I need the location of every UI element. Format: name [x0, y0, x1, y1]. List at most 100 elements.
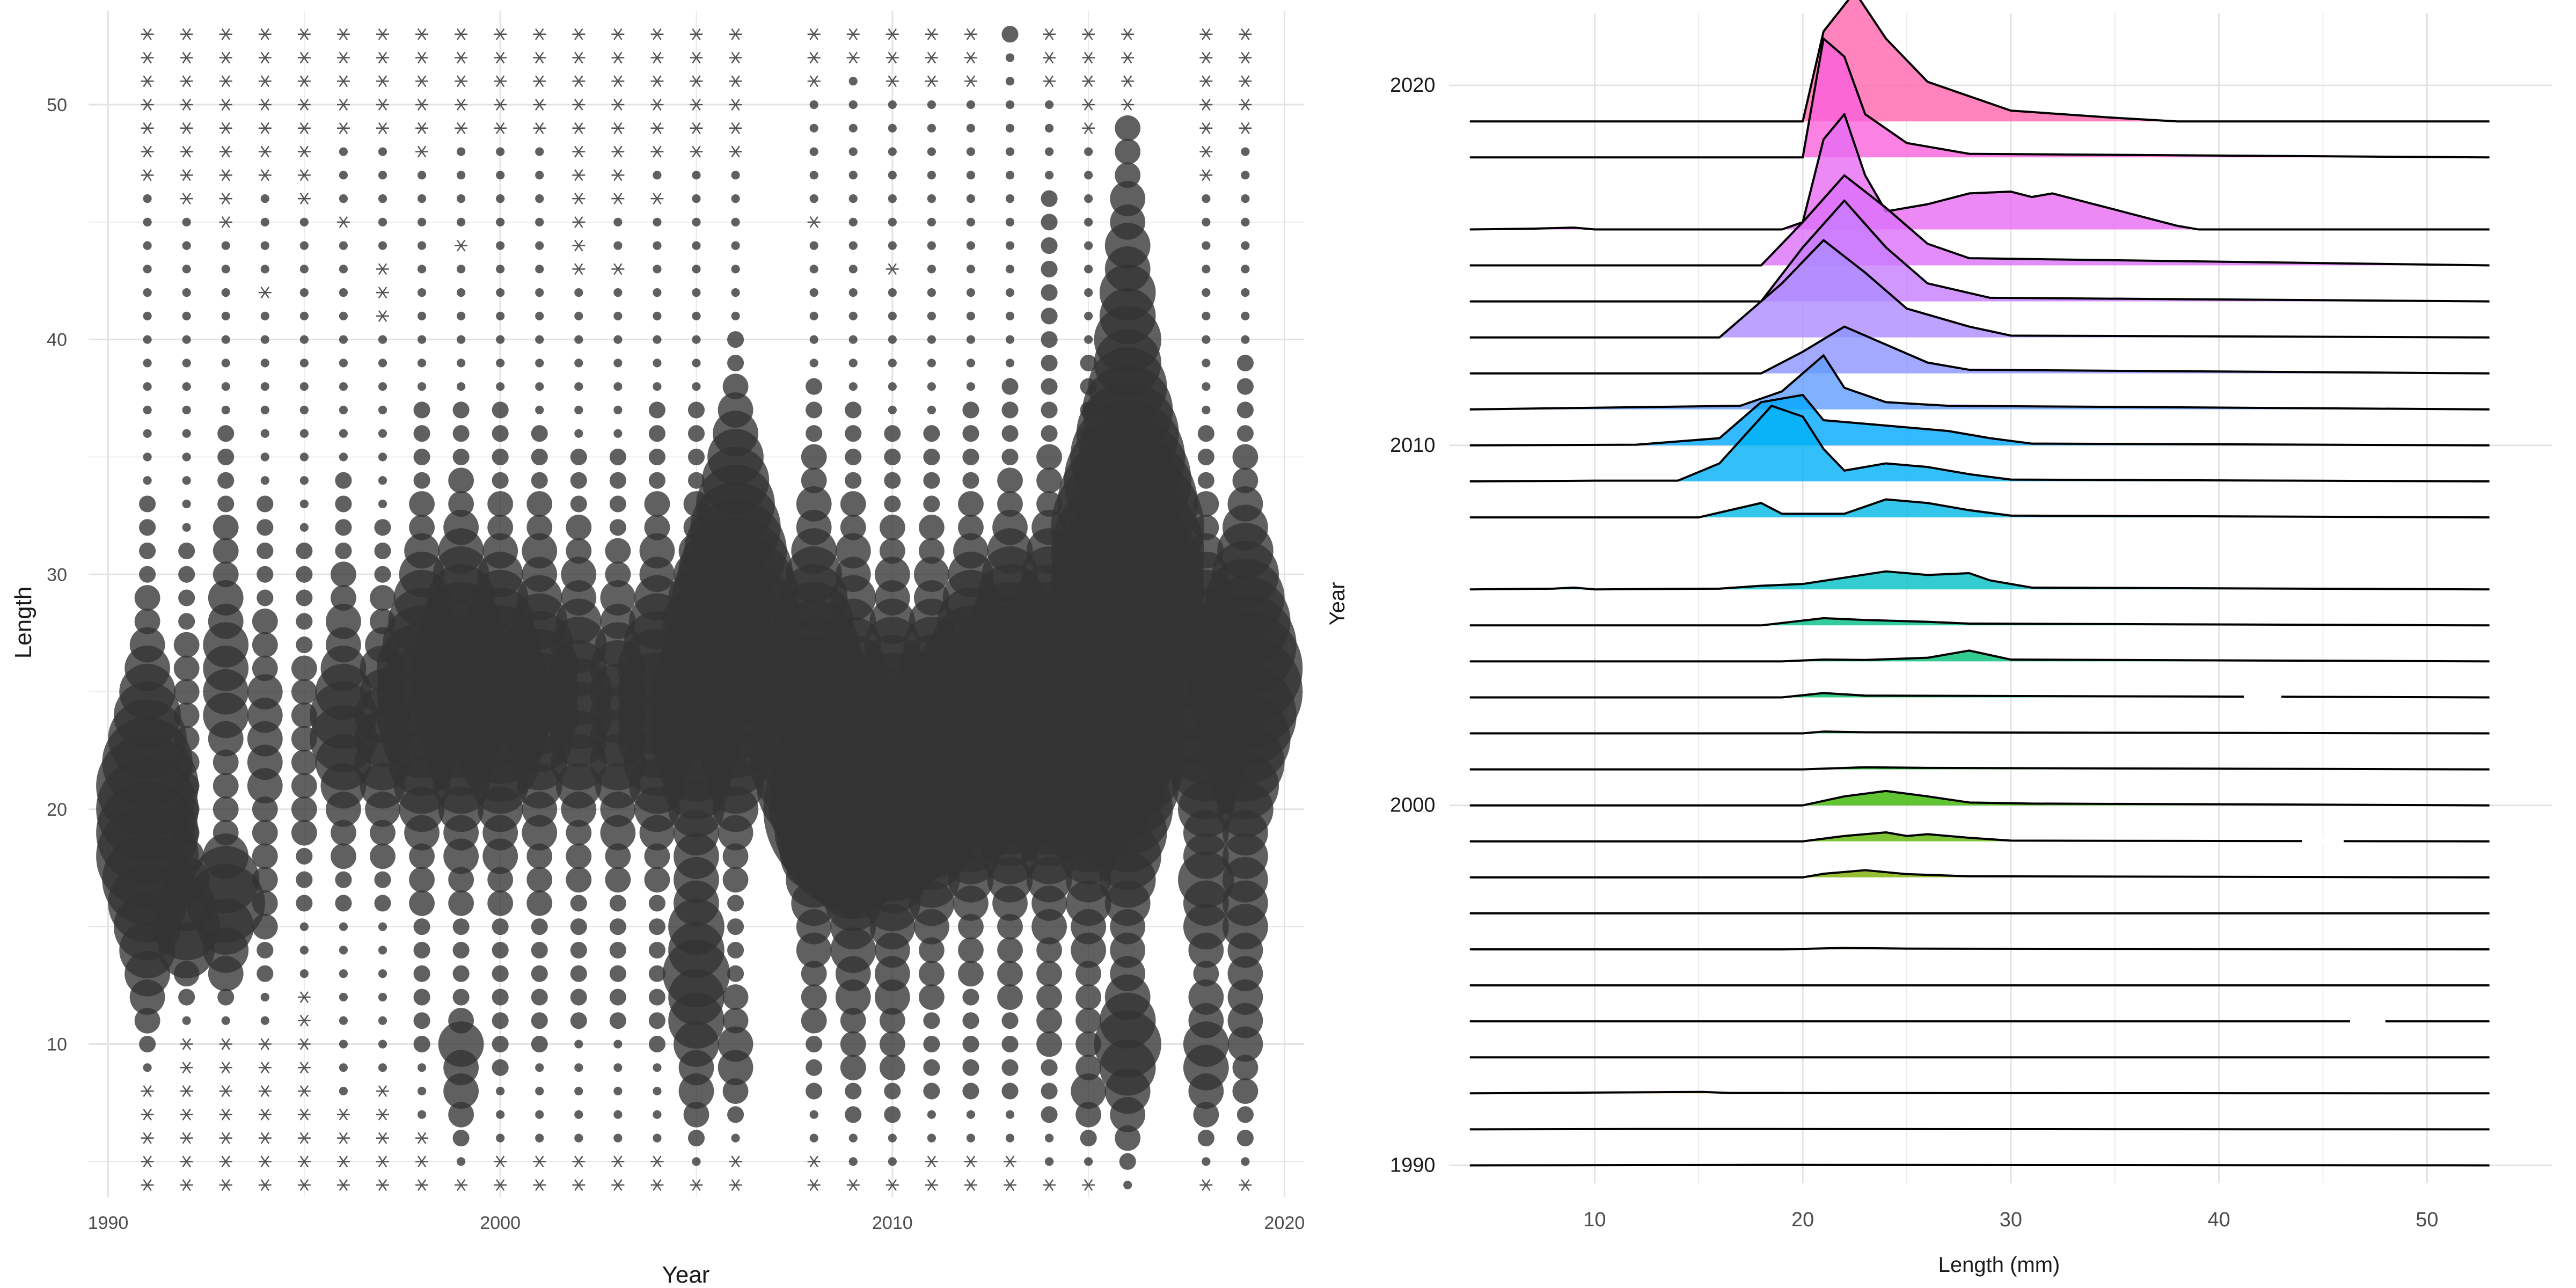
- bubble-point: [335, 472, 352, 489]
- bubble-point: [919, 515, 945, 540]
- bubble-point: [139, 495, 156, 512]
- bubble-point: [414, 965, 430, 982]
- bubble-point: [845, 1083, 861, 1100]
- bubble-point: [418, 265, 426, 273]
- bubble-point: [1006, 53, 1014, 62]
- bubble-point: [261, 194, 269, 203]
- bubble-point: [487, 890, 513, 916]
- ridge-outline: [1470, 1165, 2490, 1166]
- bubble-point: [252, 890, 278, 916]
- bubble-point: [135, 609, 160, 634]
- bubble-point: [261, 358, 269, 367]
- bubble-point: [496, 335, 504, 344]
- bubble-point: [378, 171, 387, 179]
- bubble-point: [840, 1031, 866, 1057]
- bubble-point: [1006, 171, 1014, 179]
- ridge-x-tick-label: 30: [2000, 1209, 2022, 1231]
- bubble-point: [1233, 467, 1258, 493]
- bubble-point: [300, 265, 309, 273]
- bubble-point: [849, 1133, 858, 1142]
- bubble-point: [143, 1063, 151, 1072]
- bubble-point: [492, 401, 509, 418]
- bubble-point: [1006, 194, 1014, 203]
- bubble-point: [296, 895, 312, 911]
- bubble-point: [727, 331, 744, 348]
- bubble-point: [688, 425, 705, 442]
- bubble-point: [923, 449, 940, 465]
- bubble-point: [143, 406, 151, 414]
- bubble-point: [339, 147, 348, 156]
- bubble-point: [1115, 139, 1140, 165]
- bubble-point: [418, 241, 426, 250]
- bubble-point: [261, 429, 269, 438]
- bubble-point: [1001, 1012, 1018, 1029]
- ridge-outline: [1470, 1129, 2490, 1130]
- bubble-point: [492, 1012, 509, 1029]
- bubble-point: [418, 358, 426, 367]
- bubble-point: [653, 382, 661, 391]
- bubble-point: [1241, 194, 1249, 203]
- bubble-point: [217, 472, 234, 489]
- bubble-point: [967, 288, 975, 297]
- bubble-point: [135, 585, 160, 611]
- bubble-point: [810, 1110, 818, 1119]
- bubble-point: [958, 491, 984, 517]
- bubble-point: [1237, 425, 1254, 442]
- bubble-point: [1006, 147, 1014, 156]
- bubble-point: [723, 867, 749, 892]
- bubble-point: [958, 961, 984, 986]
- bubble-point: [888, 124, 897, 133]
- bubble-point: [849, 265, 858, 273]
- bubble-point: [1006, 312, 1014, 320]
- bubble-point: [927, 358, 936, 367]
- bubble-point: [845, 1106, 861, 1123]
- bubble-point: [1115, 162, 1140, 188]
- bubble-point: [1041, 308, 1058, 324]
- bubble-point: [653, 265, 661, 273]
- bubble-point: [300, 452, 309, 461]
- bubble-point: [1006, 1110, 1014, 1119]
- bubble-point: [418, 382, 426, 391]
- bubble-point: [418, 288, 426, 297]
- bubble-point: [610, 989, 626, 1005]
- bubble-point: [252, 914, 278, 940]
- bubble-point: [849, 147, 858, 156]
- bubble-point: [888, 1133, 897, 1142]
- bubble-point: [1001, 425, 1018, 442]
- bubble-point: [1202, 1157, 1210, 1166]
- bubble-point: [252, 655, 278, 681]
- bubble-point: [331, 585, 356, 611]
- bubble-point: [535, 358, 544, 367]
- bubble-point: [535, 171, 544, 179]
- bubble-point: [300, 241, 309, 250]
- bubble-point: [300, 218, 309, 226]
- bubble-point: [1041, 1106, 1058, 1123]
- bubble-point: [1084, 312, 1093, 320]
- bubble-point: [261, 312, 269, 320]
- bubble-point: [535, 1063, 544, 1072]
- bubble-point: [496, 194, 504, 203]
- bubble-point: [296, 566, 312, 583]
- bubble-point: [457, 312, 465, 320]
- bubble-point: [378, 452, 387, 461]
- bubble-point: [727, 918, 744, 935]
- bubble-point: [967, 358, 975, 367]
- bubble-point: [613, 288, 622, 297]
- bubble-point: [1041, 331, 1058, 348]
- bubble-point: [884, 449, 901, 465]
- bubble-point: [139, 1036, 156, 1052]
- bubble-point: [457, 147, 465, 156]
- bubble-point: [888, 335, 897, 344]
- bubble-point: [453, 965, 470, 982]
- bubble-point: [566, 844, 591, 869]
- bubble-point: [645, 867, 670, 892]
- bubble-point: [496, 265, 504, 273]
- bubble-point: [457, 382, 465, 391]
- bubble-point: [526, 515, 552, 540]
- bubble-point: [653, 335, 661, 344]
- bubble-point: [531, 918, 548, 935]
- bubble-point: [339, 429, 348, 438]
- bubble-point: [927, 147, 936, 156]
- bubble-point: [649, 895, 665, 911]
- bubble-point: [653, 1063, 661, 1072]
